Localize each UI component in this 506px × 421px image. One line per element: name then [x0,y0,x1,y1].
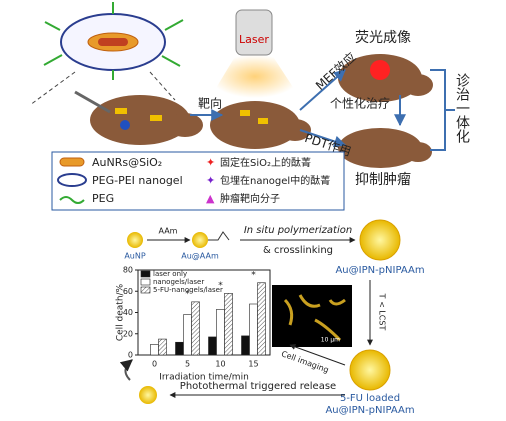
x-tick-label: 15 [248,360,258,369]
cell-imaging-label: Cell imaging [280,349,330,375]
bar [183,314,192,356]
product-sphere [359,219,401,261]
y-tick-label: 40 [123,308,133,317]
cell-image [283,294,346,342]
legend-icon [59,196,85,204]
scale-label: 10 μm [321,337,340,344]
x-axis-label: Irradiation time/min [159,373,249,383]
loaded-product-label: Au@IPN-pNIPAAm [325,405,414,416]
y-tick-label: 80 [123,266,133,275]
theranostics-label: 诊治一体化 [454,73,470,144]
legend-label: nanogels/laser [153,278,204,286]
lcst-label: T < LCST [378,293,387,331]
legend-label: PEG [92,192,114,205]
x-tick-label: 10 [215,360,225,369]
au-aam [192,232,208,248]
au-aam-label: Au@AAm [181,252,219,261]
cell-image [272,285,352,347]
significance: * [218,281,223,291]
aunp [127,232,143,248]
bar [249,303,258,356]
loaded-sphere [349,349,391,391]
x-tick-label: 0 [152,360,157,369]
legend-label: 固定在SiO₂上的酞菁 [220,156,311,169]
y-tick-label: 60 [123,287,133,296]
arrow [119,359,133,381]
mouse-top-right [338,54,433,102]
aunp-label: AuNP [124,252,146,261]
released-sphere [139,386,157,404]
legend-label: PEG-PEI nanogel [92,174,183,187]
legend-box [51,151,345,211]
bar [150,344,159,356]
molecule [208,231,230,241]
x-tick-label: 5 [185,360,190,369]
release-label: Photothermal triggered release [180,381,336,392]
legend-label: 肿瘤靶向分子 [220,192,280,205]
aam-label: AAm [159,227,178,236]
legend-label: AuNRs@SiO₂ [92,156,162,169]
bar [224,293,233,356]
legend-icon: ▲ [206,192,215,205]
significance: * [251,270,256,280]
legend-icon: ✦ [206,156,215,169]
imaging-label: 荧光成像 [355,29,411,46]
legend-icon [59,157,85,167]
bar [175,341,184,356]
legend-label: 5-FU-nanogels/laser [153,286,223,294]
mouse-left [74,90,203,145]
light-cone [210,55,300,98]
legend-swatch [140,278,151,286]
bar-chart: 0 20 40 60 80 Cell death/% Irradiation time/mi… [116,266,271,383]
crosslinking-label: & crosslinking [263,245,333,256]
loaded-label: 5-FU loaded [340,393,400,404]
y-tick-label: 0 [128,351,133,360]
arrows [190,69,455,151]
mouse-middle [210,101,311,149]
legend-icon: ✦ [206,174,215,187]
nanoparticle [29,2,184,106]
legend-swatch [140,286,151,294]
targeting-label: 靶向 [198,96,222,111]
bar [191,301,200,356]
product-label: Au@IPN-pNIPAAm [335,265,424,276]
mouse-bottom-right [338,128,432,168]
legend-icon [57,173,87,187]
bar [216,309,225,356]
significance: * [185,289,190,299]
legend-label: 包埋在nanogel中的酞菁 [220,174,330,187]
arrow [289,344,346,366]
bar [158,338,167,356]
inhibit-label: 抑制肿瘤 [355,171,411,188]
laser [235,9,273,56]
y-axis-label: Cell death/% [116,283,126,341]
legend-swatch [140,270,151,278]
polymerization-label: In situ polymerization [244,225,352,236]
bar [241,335,250,356]
laser-label: Laser [239,33,269,46]
personal-label: 个性化治疗 [330,97,390,111]
legend-label: laser only [153,270,187,278]
bar [208,336,217,356]
bar [257,282,266,356]
y-tick-label: 20 [123,329,133,338]
